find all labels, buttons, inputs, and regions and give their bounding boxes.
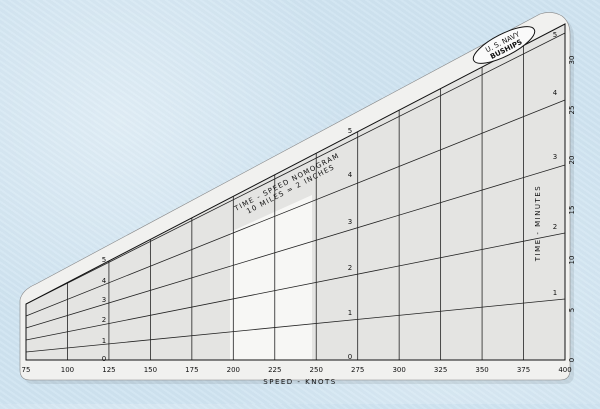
- y-tick-label: 15: [568, 206, 576, 215]
- x-tick-label: 300: [392, 366, 405, 374]
- distance-ray: [25, 99, 566, 317]
- x-tick-label: 75: [22, 366, 31, 374]
- x-tick-label: 275: [351, 366, 364, 374]
- y-axis-title: TIME - MINUTES: [534, 185, 542, 262]
- chart-outline: [25, 23, 566, 361]
- nomogram-rays: [25, 32, 566, 353]
- x-tick-label: 225: [268, 366, 281, 374]
- navy-badge: U. S. NAVY BUSHIPS: [472, 26, 536, 64]
- x-tick-label: 200: [227, 366, 240, 374]
- y-tick-label: 30: [568, 56, 576, 65]
- x-tick-label: 150: [144, 366, 157, 374]
- right-distance-label: 5: [553, 31, 557, 39]
- x-tick-label: 375: [517, 366, 530, 374]
- left-distance-label: 2: [102, 316, 106, 324]
- left-distance-label: 0: [102, 355, 106, 363]
- x-tick-label: 175: [185, 366, 198, 374]
- distance-ray: [25, 232, 566, 341]
- left-distance-label: 5: [102, 256, 106, 264]
- x-tick-label: 125: [102, 366, 115, 374]
- x-axis-title: SPEED - KNOTS: [263, 378, 336, 386]
- middle-distance-label: 3: [348, 218, 352, 226]
- middle-distance-label: 1: [348, 309, 352, 317]
- y-tick-label: 25: [568, 106, 576, 115]
- distance-labels: 0 1 2 3 4 5 0 1 2 3 4 5 1 2 3 4 5: [102, 31, 558, 363]
- chart-highlight: [230, 195, 312, 360]
- left-distance-label: 4: [102, 277, 107, 285]
- x-tick-label: 100: [61, 366, 74, 374]
- middle-distance-label: 2: [348, 264, 352, 272]
- y-axis-ticks: 0 5 10 15 20 25 30: [568, 56, 576, 363]
- distance-ray: [25, 32, 566, 305]
- x-axis-ticks: 75 100 125 150 175 200 225 250 275 300 325 350 375 40…: [22, 366, 572, 374]
- right-distance-label: 1: [553, 289, 557, 297]
- x-tick-label: 400: [558, 366, 571, 374]
- y-tick-label: 10: [568, 256, 576, 265]
- distance-ray: [25, 164, 566, 329]
- y-tick-label: 20: [568, 156, 576, 165]
- y-tick-label: 5: [568, 308, 576, 312]
- x-tick-label: 325: [434, 366, 447, 374]
- distance-ray: [25, 298, 566, 353]
- right-distance-label: 2: [553, 223, 557, 231]
- chart-shade: [26, 24, 565, 360]
- left-distance-label: 3: [102, 296, 106, 304]
- left-distance-label: 1: [102, 337, 106, 345]
- y-tick-label: 0: [568, 358, 576, 362]
- x-tick-label: 350: [475, 366, 488, 374]
- x-tick-label: 250: [310, 366, 323, 374]
- right-distance-label: 3: [553, 153, 557, 161]
- middle-distance-label: 4: [348, 171, 353, 179]
- nomogram-grid: [26, 45, 565, 361]
- right-distance-label: 4: [553, 89, 558, 97]
- middle-distance-label: 0: [348, 353, 352, 361]
- middle-distance-label: 5: [348, 127, 352, 135]
